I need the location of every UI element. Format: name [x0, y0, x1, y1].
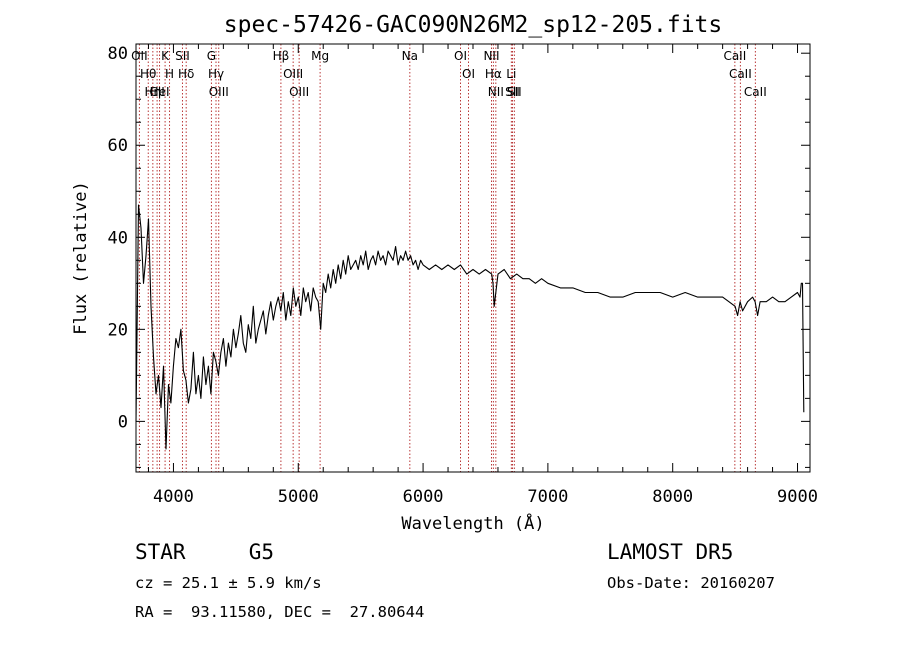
spectral-line-label: H	[165, 67, 174, 81]
redshift-readout: cz = 25.1 ± 5.9 km/s	[135, 574, 322, 592]
spectral-line-label: OIII	[283, 67, 303, 81]
spectral-line-label: CaII	[729, 67, 752, 81]
y-tick-label: 80	[108, 44, 128, 64]
observation-date: Obs-Date: 20160207	[607, 574, 775, 592]
spectral-line-label: Hη	[145, 85, 162, 99]
spectral-line-label: OI	[454, 49, 467, 63]
spectral-line-label: CaII	[723, 49, 746, 63]
spectral-line-label: NII	[488, 85, 504, 99]
spectral-line-label: OIII	[289, 85, 309, 99]
flux-series-line	[135, 204, 805, 450]
spectral-line-label: K	[161, 49, 170, 63]
spectral-line-label: Mg	[311, 49, 329, 63]
spectral-line-label: HeI	[150, 85, 170, 99]
x-axis-ticks: 4000 5000 6000 7000 8000 9000	[147, 44, 818, 507]
y-axis-label: Flux (relative)	[71, 181, 91, 335]
spectral-lines	[138, 44, 756, 472]
coordinates: RA = 93.11580, DEC = 27.80644	[135, 603, 425, 621]
x-tick-label: 7000	[527, 487, 568, 507]
object-class: STAR G5	[135, 540, 275, 564]
x-tick-label: 6000	[403, 487, 444, 507]
spectral-line-label: SII	[505, 85, 520, 99]
y-tick-label: 40	[108, 228, 128, 248]
x-axis-label: Wavelength (Å)	[401, 512, 544, 534]
spectral-line-label: OI	[462, 67, 475, 81]
spectral-line-label: Hγ	[208, 67, 224, 81]
plot-frame	[135, 43, 811, 473]
spectral-line-label: SII	[175, 49, 190, 63]
spectral-line-label: OII	[131, 49, 148, 63]
y-tick-label: 20	[108, 320, 128, 340]
spectral-line-label: OIII	[209, 85, 229, 99]
spectral-line-label: Li	[506, 67, 516, 81]
y-axis-ticks: 0 20 40 60 80	[108, 44, 810, 468]
y-tick-label: 0	[118, 412, 128, 432]
spectral-line-label: CII	[149, 85, 164, 99]
spectral-line-label: Hδ	[178, 67, 194, 81]
x-tick-label: 8000	[652, 487, 693, 507]
x-tick-label: 5000	[278, 487, 319, 507]
spectral-line-label: CaII	[744, 85, 767, 99]
spectral-line-label: NII	[483, 49, 499, 63]
survey-name: LAMOST DR5	[607, 540, 734, 564]
spectral-line-label: Na	[402, 49, 418, 63]
spectral-line-label: Hβ	[273, 49, 290, 63]
chart-title: spec-57426-GAC090N26M2_sp12-205.fits	[224, 12, 723, 38]
spectral-line-label: Hα	[485, 67, 502, 81]
spectral-line-label: G	[207, 49, 216, 63]
x-tick-label: 4000	[153, 487, 194, 507]
x-tick-label: 9000	[777, 487, 818, 507]
y-tick-label: 60	[108, 136, 128, 156]
spectral-line-label: Hθ	[140, 67, 156, 81]
spectral-line-label: SII	[507, 85, 522, 99]
